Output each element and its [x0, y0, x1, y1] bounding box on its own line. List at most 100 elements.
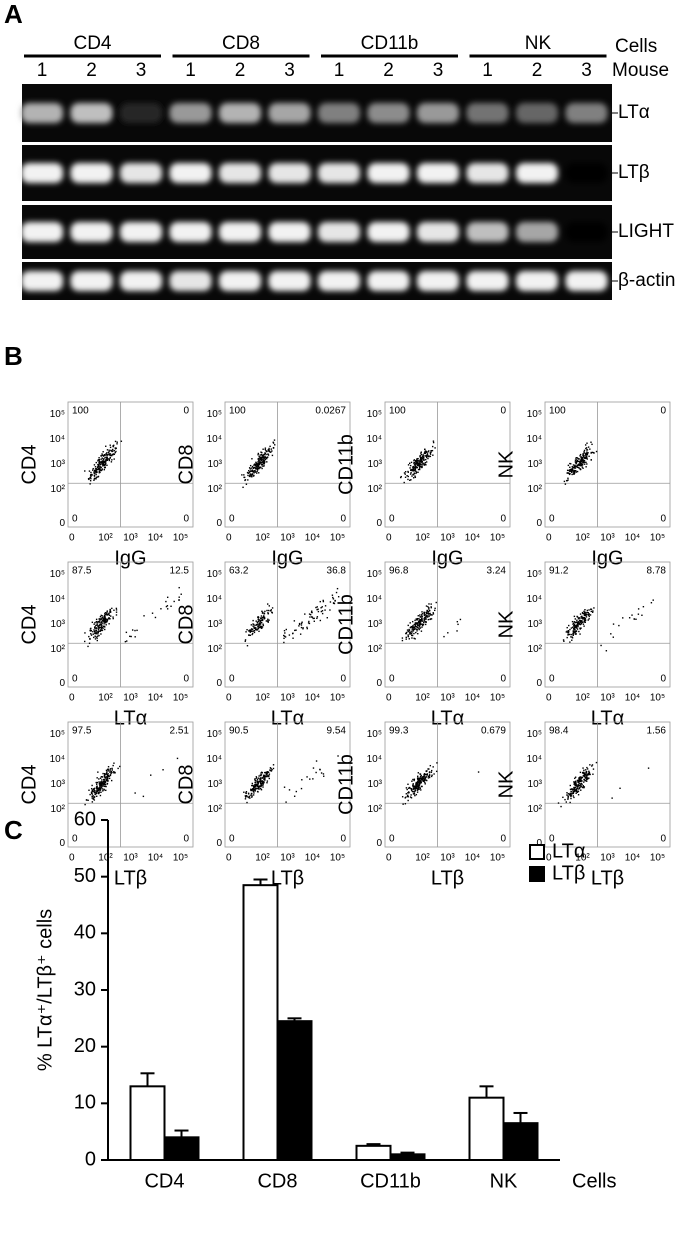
y-tick-label: 0	[536, 518, 542, 529]
event-dot	[302, 628, 304, 630]
event-dot	[413, 632, 415, 635]
event-dot	[246, 645, 249, 647]
event-dot	[92, 630, 94, 633]
event-dot	[579, 771, 582, 774]
event-dot	[419, 777, 422, 780]
event-dot	[579, 780, 581, 783]
event-dot	[581, 618, 584, 620]
x-axis-label: LTβ	[591, 867, 624, 889]
event-dot	[583, 451, 585, 453]
event-dot	[433, 773, 435, 775]
event-dot	[418, 780, 420, 782]
event-dot	[573, 796, 575, 799]
event-dot	[585, 769, 587, 771]
event-dot	[166, 605, 169, 607]
event-dot	[107, 451, 110, 454]
event-dot	[264, 452, 266, 454]
quadrant-value: 0	[72, 514, 78, 525]
event-dot	[423, 620, 426, 622]
event-dot	[571, 466, 573, 468]
event-dot	[261, 627, 263, 630]
event-dot	[576, 785, 579, 787]
event-dot	[422, 463, 424, 465]
event-dot	[254, 628, 257, 630]
event-dot	[586, 774, 588, 777]
event-dot	[113, 444, 115, 447]
event-dot	[580, 784, 582, 787]
event-dot	[251, 470, 253, 472]
event-dot	[573, 624, 575, 626]
event-dot	[110, 772, 112, 775]
event-dot	[576, 466, 579, 469]
event-dot	[410, 631, 413, 633]
event-dot	[407, 464, 410, 466]
event-dot	[251, 630, 253, 632]
gel-band	[565, 163, 608, 183]
event-dot	[90, 633, 92, 635]
event-dot	[412, 477, 415, 479]
event-dot	[584, 618, 586, 620]
event-dot	[591, 764, 594, 766]
event-dot	[251, 474, 253, 476]
event-dot	[579, 620, 582, 622]
event-dot	[260, 774, 263, 776]
event-dot	[255, 620, 257, 622]
event-dot	[415, 471, 418, 474]
event-dot	[292, 637, 294, 639]
event-dot	[637, 613, 640, 615]
event-dot	[407, 634, 409, 636]
event-dot	[411, 469, 413, 472]
event-dot	[95, 636, 97, 638]
gel-band	[120, 163, 162, 183]
event-dot	[407, 783, 409, 785]
event-dot	[263, 774, 265, 776]
event-dot	[102, 458, 105, 461]
event-dot	[108, 775, 111, 777]
event-dot	[593, 607, 595, 609]
event-dot	[459, 618, 462, 621]
gel-band	[516, 163, 558, 183]
event-dot	[571, 469, 574, 472]
y-tick-label: 10⁵	[50, 409, 65, 420]
event-dot	[97, 468, 99, 471]
event-dot	[417, 463, 420, 466]
event-dot	[257, 461, 259, 463]
event-dot	[269, 445, 271, 448]
event-dot	[258, 786, 260, 789]
event-dot	[96, 781, 99, 784]
event-dot	[477, 771, 480, 773]
event-dot	[425, 770, 427, 772]
event-dot	[586, 774, 589, 776]
x-axis-label: LTα	[431, 707, 464, 729]
event-dot	[93, 464, 96, 466]
y-tick-label: 10²	[208, 484, 223, 495]
event-dot	[419, 627, 422, 629]
event-dot	[582, 455, 585, 458]
event-dot	[98, 459, 101, 461]
event-dot	[579, 613, 582, 615]
row-label: LTα	[618, 102, 650, 123]
event-dot	[106, 452, 108, 454]
event-dot	[421, 617, 423, 620]
event-dot	[261, 454, 264, 457]
event-dot	[261, 610, 263, 613]
event-dot	[263, 778, 265, 781]
event-dot	[419, 773, 422, 775]
event-dot	[583, 614, 586, 617]
event-dot	[578, 458, 580, 460]
event-dot	[326, 617, 328, 619]
event-dot	[417, 468, 420, 471]
event-dot	[110, 461, 113, 463]
y-tick-label: 10³	[528, 779, 543, 790]
event-dot	[110, 454, 113, 457]
event-dot	[414, 470, 416, 472]
event-dot	[262, 624, 265, 627]
event-dot	[411, 629, 413, 631]
event-dot	[256, 624, 258, 626]
event-dot	[570, 794, 572, 796]
event-dot	[573, 615, 576, 618]
event-dot	[252, 625, 254, 627]
event-dot	[580, 464, 583, 467]
event-dot	[414, 459, 417, 462]
event-dot	[257, 777, 260, 779]
